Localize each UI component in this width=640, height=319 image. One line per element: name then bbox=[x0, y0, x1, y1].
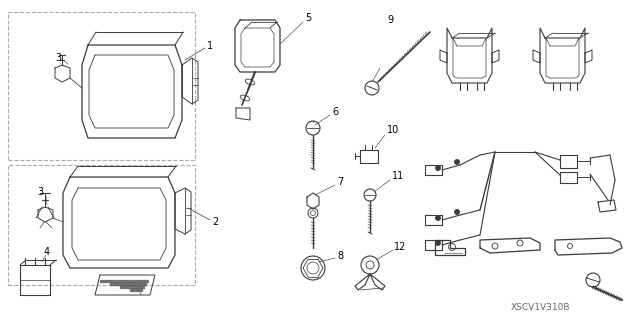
Circle shape bbox=[454, 210, 460, 214]
Circle shape bbox=[435, 166, 440, 170]
Text: 8: 8 bbox=[337, 251, 343, 261]
Circle shape bbox=[435, 241, 440, 246]
Text: 2: 2 bbox=[212, 217, 218, 227]
Text: 1: 1 bbox=[207, 41, 213, 51]
Text: 6: 6 bbox=[332, 107, 338, 117]
Bar bbox=[8, 165, 195, 285]
Text: 4: 4 bbox=[44, 247, 50, 257]
Text: 10: 10 bbox=[387, 125, 399, 135]
Text: 12: 12 bbox=[394, 242, 406, 252]
Text: 11: 11 bbox=[392, 171, 404, 181]
Circle shape bbox=[454, 160, 460, 165]
Circle shape bbox=[435, 216, 440, 220]
Text: XSCV1V310B: XSCV1V310B bbox=[510, 303, 570, 313]
Text: 7: 7 bbox=[337, 177, 343, 187]
Text: 9: 9 bbox=[387, 15, 393, 25]
Text: 5: 5 bbox=[305, 13, 311, 23]
Text: 3: 3 bbox=[37, 187, 43, 197]
Text: 3: 3 bbox=[55, 53, 61, 63]
Bar bbox=[8, 12, 195, 160]
